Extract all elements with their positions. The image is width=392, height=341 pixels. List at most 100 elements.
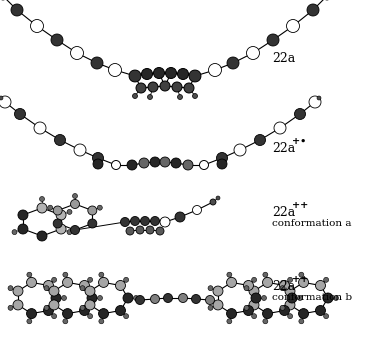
- Circle shape: [74, 144, 86, 156]
- Circle shape: [37, 203, 47, 213]
- Circle shape: [71, 225, 80, 235]
- Circle shape: [85, 300, 95, 310]
- Circle shape: [136, 226, 144, 234]
- Circle shape: [184, 83, 194, 93]
- Circle shape: [192, 93, 198, 99]
- Circle shape: [151, 295, 160, 303]
- Circle shape: [316, 281, 325, 291]
- Circle shape: [244, 305, 249, 310]
- Text: +•: +•: [292, 136, 306, 146]
- Circle shape: [210, 199, 216, 205]
- Circle shape: [8, 286, 13, 291]
- Circle shape: [71, 199, 80, 208]
- Circle shape: [178, 294, 187, 302]
- Circle shape: [249, 300, 259, 310]
- Circle shape: [178, 94, 183, 100]
- Circle shape: [63, 272, 68, 277]
- Circle shape: [299, 272, 304, 277]
- Circle shape: [160, 157, 170, 167]
- Circle shape: [123, 293, 133, 303]
- Circle shape: [208, 286, 213, 291]
- Circle shape: [80, 306, 89, 315]
- Circle shape: [192, 295, 200, 303]
- Circle shape: [91, 57, 103, 69]
- Circle shape: [139, 158, 149, 168]
- Circle shape: [192, 206, 201, 214]
- Circle shape: [146, 226, 154, 234]
- Circle shape: [0, 96, 11, 108]
- Circle shape: [63, 277, 73, 287]
- Circle shape: [150, 157, 160, 167]
- Circle shape: [324, 314, 328, 319]
- Circle shape: [98, 296, 102, 300]
- Text: 22a: 22a: [272, 51, 295, 64]
- Circle shape: [288, 314, 292, 319]
- Circle shape: [27, 309, 36, 318]
- Circle shape: [132, 93, 138, 99]
- Circle shape: [183, 160, 193, 170]
- Circle shape: [254, 134, 265, 146]
- Circle shape: [44, 286, 49, 291]
- Circle shape: [227, 272, 232, 277]
- Circle shape: [216, 196, 220, 200]
- Circle shape: [109, 63, 122, 76]
- Circle shape: [44, 305, 49, 310]
- Circle shape: [175, 212, 185, 222]
- Circle shape: [8, 305, 13, 310]
- Circle shape: [263, 272, 268, 277]
- Circle shape: [98, 309, 109, 318]
- Circle shape: [156, 227, 164, 235]
- Circle shape: [12, 229, 17, 235]
- Circle shape: [216, 152, 227, 163]
- Circle shape: [27, 277, 36, 287]
- Circle shape: [131, 217, 140, 225]
- Circle shape: [85, 286, 95, 296]
- Circle shape: [189, 71, 200, 81]
- Circle shape: [142, 69, 152, 79]
- Circle shape: [247, 46, 260, 59]
- Circle shape: [53, 206, 62, 215]
- Circle shape: [87, 293, 97, 303]
- Circle shape: [309, 96, 321, 108]
- Circle shape: [73, 193, 78, 198]
- Circle shape: [80, 281, 89, 291]
- Circle shape: [279, 306, 289, 315]
- Circle shape: [324, 277, 328, 282]
- Circle shape: [99, 272, 104, 277]
- Circle shape: [27, 272, 32, 277]
- Circle shape: [49, 300, 59, 310]
- Circle shape: [44, 281, 53, 291]
- Circle shape: [251, 293, 261, 303]
- Circle shape: [98, 277, 109, 287]
- Circle shape: [51, 293, 61, 303]
- Circle shape: [316, 306, 325, 315]
- Circle shape: [140, 217, 149, 225]
- Circle shape: [288, 277, 292, 282]
- Circle shape: [13, 300, 23, 310]
- Circle shape: [67, 209, 72, 214]
- Circle shape: [280, 286, 285, 291]
- Circle shape: [151, 217, 160, 225]
- Circle shape: [37, 231, 47, 241]
- Circle shape: [63, 309, 73, 318]
- Circle shape: [263, 277, 272, 287]
- Circle shape: [171, 158, 181, 168]
- Circle shape: [13, 286, 23, 296]
- Circle shape: [116, 281, 125, 291]
- Circle shape: [317, 96, 321, 100]
- Circle shape: [267, 34, 279, 46]
- Circle shape: [209, 63, 221, 76]
- Circle shape: [217, 159, 227, 169]
- Circle shape: [213, 286, 223, 296]
- Circle shape: [93, 152, 103, 163]
- Circle shape: [88, 314, 93, 319]
- Circle shape: [15, 108, 25, 119]
- Circle shape: [334, 296, 339, 300]
- Circle shape: [285, 286, 295, 296]
- Circle shape: [34, 122, 46, 134]
- Text: conformation b: conformation b: [272, 294, 352, 302]
- Circle shape: [227, 277, 236, 287]
- Circle shape: [294, 108, 305, 119]
- Circle shape: [67, 229, 72, 235]
- Text: conformation a: conformation a: [272, 220, 352, 228]
